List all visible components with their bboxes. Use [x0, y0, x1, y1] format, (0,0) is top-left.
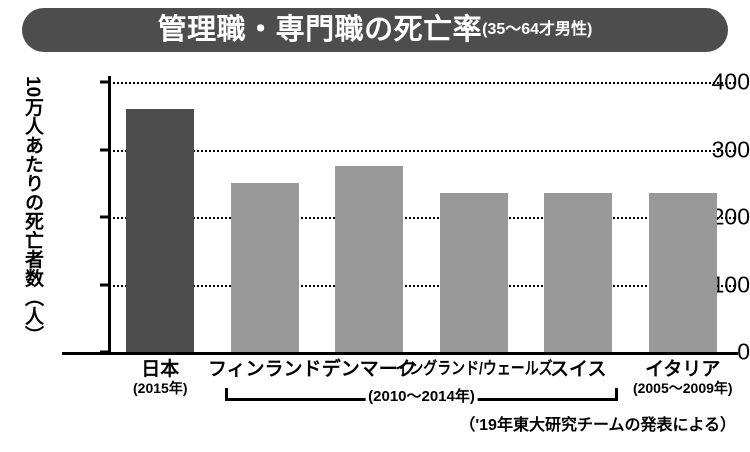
chart-title-bar: 管理職・専門職の死亡率 (35〜64才男性): [22, 8, 728, 52]
y-axis-label: 10万人あたりの死亡者数（人）: [22, 75, 43, 345]
source-note: （'19年東大研究チームの発表による）: [459, 417, 736, 434]
y-tick-mark: [100, 148, 109, 151]
page-title-subtitle: (35〜64才男性): [482, 20, 593, 38]
bracket-right-tick: [615, 388, 619, 401]
x-axis-label-period: (2005〜2009年): [632, 379, 733, 396]
x-axis-label: スイス: [550, 360, 606, 380]
bracket-left-tick: [224, 388, 228, 401]
x-axis-line: [62, 352, 738, 355]
y-tick-mark: [100, 215, 109, 219]
gridline: [108, 284, 735, 287]
x-axis-label-name: デンマーク: [321, 359, 417, 380]
x-axis-label: デンマーク: [322, 360, 417, 380]
x-axis-label: イタリア (2005〜2009年): [633, 360, 733, 396]
bar: [439, 193, 508, 352]
y-tick-mark: [100, 80, 109, 84]
y-tick-label: 100: [711, 271, 750, 297]
plot-area: [108, 82, 735, 352]
x-axis-label-name: スイス: [550, 359, 607, 380]
bar: [126, 109, 195, 352]
x-axis-label: 日本 (2015年): [133, 360, 187, 396]
y-axis-line: [108, 76, 111, 354]
bracket-label: (2010〜2014年): [365, 388, 478, 406]
bar: [648, 193, 717, 352]
bar: [230, 183, 299, 352]
x-axis-label-name: フィンランド: [207, 359, 322, 380]
bar: [335, 166, 404, 352]
x-axis-label-name: イタリア: [645, 359, 721, 380]
y-tick-mark: [100, 283, 109, 286]
x-axis-label: イングランド/ウェールズ: [378, 360, 570, 378]
y-tick-label: 300: [711, 136, 750, 162]
period-bracket: (2010〜2014年): [224, 388, 619, 406]
gridline: [108, 149, 735, 152]
bar: [544, 193, 613, 352]
y-tick-label: 400: [711, 68, 750, 95]
gridline: [108, 82, 735, 84]
y-tick-label: 0: [737, 338, 750, 365]
gridline: [108, 217, 735, 219]
x-axis-label-name: 日本: [141, 359, 180, 380]
x-axis-label-name: イングランド/ウェールズ: [395, 359, 553, 378]
x-axis-label-period: (2015年): [133, 379, 188, 396]
y-tick-mark: [100, 350, 109, 354]
y-tick-label: 200: [711, 203, 750, 230]
page-title: 管理職・専門職の死亡率: [157, 13, 483, 46]
x-axis-label: フィンランド: [208, 360, 322, 380]
